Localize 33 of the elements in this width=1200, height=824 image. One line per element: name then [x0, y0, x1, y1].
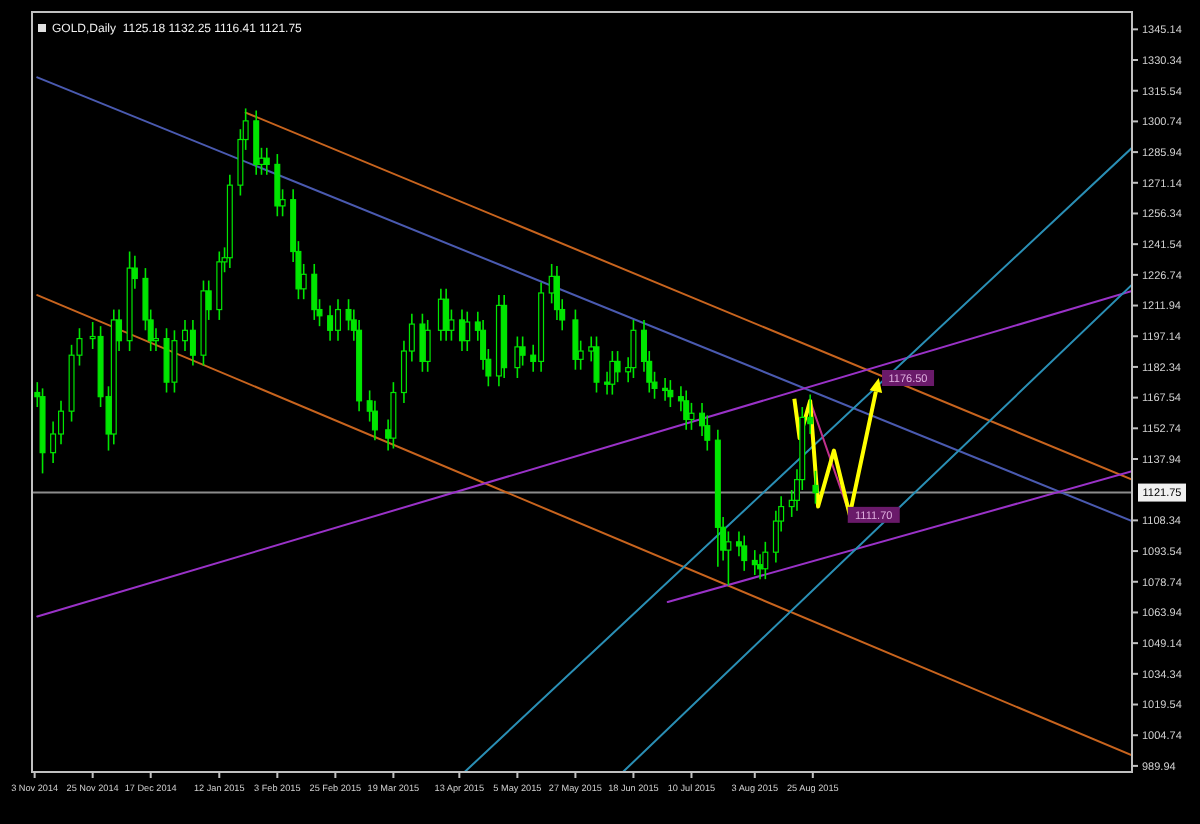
candlestick — [514, 335, 521, 379]
candlestick — [390, 381, 397, 450]
candlestick — [662, 377, 669, 402]
candlestick — [630, 319, 637, 379]
candlestick — [274, 153, 281, 218]
candlestick — [683, 389, 690, 431]
candlestick — [751, 549, 758, 576]
candlestick — [519, 335, 526, 367]
candlestick — [419, 312, 426, 373]
candlestick — [464, 310, 471, 352]
candlestick — [614, 350, 621, 383]
candlestick — [263, 147, 270, 176]
candlestick — [311, 263, 318, 321]
candlestick — [171, 329, 178, 394]
candlestick — [725, 530, 732, 587]
candlestick — [424, 319, 431, 373]
candlestick — [253, 109, 260, 176]
candlestick — [741, 534, 748, 572]
candlestick — [688, 402, 695, 431]
candlestick — [335, 298, 341, 342]
candlestick — [667, 379, 674, 408]
candlestick — [812, 470, 819, 505]
candlestick — [443, 288, 450, 342]
candlestick — [609, 350, 616, 396]
candlestick — [327, 304, 334, 342]
candlestick — [182, 319, 188, 352]
candlestick — [189, 319, 196, 367]
candlestick — [593, 335, 600, 394]
candlestick — [58, 400, 65, 446]
candlestick — [572, 308, 579, 371]
candlestick — [163, 327, 170, 394]
candlestick — [762, 541, 769, 580]
candlestick — [216, 250, 223, 321]
